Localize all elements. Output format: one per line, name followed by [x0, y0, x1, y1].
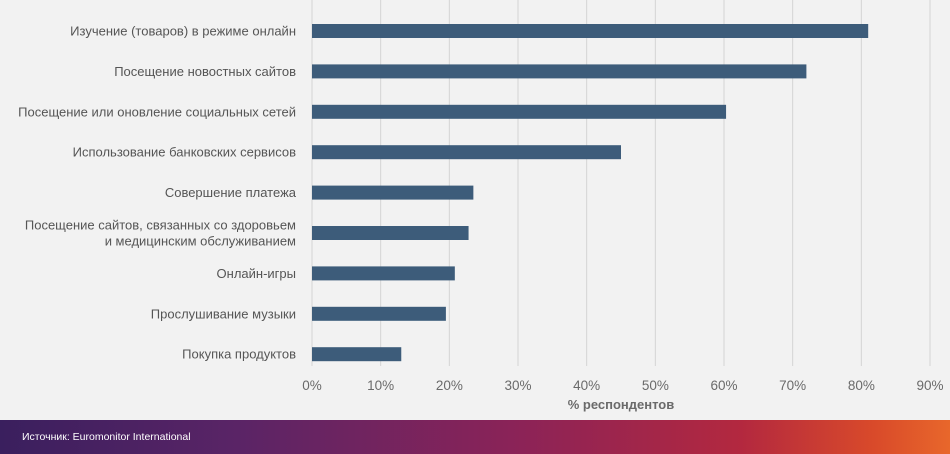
x-tick-label: 90%	[916, 378, 943, 393]
bar	[312, 266, 455, 281]
bar-chart: Изучение (товаров) в режиме онлайн Посеще…	[18, 0, 944, 412]
bar	[312, 185, 474, 200]
x-tick-label: 60%	[710, 378, 737, 393]
category-label: Посещение или оновление социальных сетей	[18, 104, 296, 119]
x-tick-label: 70%	[779, 378, 806, 393]
bar	[312, 24, 869, 38]
x-tick-label: 80%	[848, 378, 875, 393]
source-label: Источник: Euromonitor International	[22, 431, 191, 443]
category-label: Прослушивание музыки	[151, 306, 296, 321]
x-tick-label: 40%	[573, 378, 600, 393]
category-label: Онлайн-игры	[217, 266, 296, 281]
x-tick-label: 30%	[504, 378, 531, 393]
bar	[312, 145, 621, 160]
category-label: Совершение платежа	[165, 185, 297, 200]
category-label: Использование банковских сервисов	[73, 145, 296, 160]
category-label: Покупка продуктов	[182, 347, 296, 362]
bar	[312, 306, 446, 321]
bar	[312, 347, 402, 362]
x-tick-label: 0%	[302, 378, 322, 393]
x-tick-label: 50%	[642, 378, 669, 393]
bar	[312, 226, 469, 240]
x-axis-title: % респондентов	[568, 397, 675, 412]
category-label: Посещение сайтов, связанных со здоровьем…	[25, 218, 296, 249]
category-label: Посещение новостных сайтов	[114, 64, 296, 79]
x-tick-label: 20%	[436, 378, 463, 393]
bar	[312, 104, 727, 119]
category-label: Изучение (товаров) в режиме онлайн	[70, 24, 296, 39]
chart-area: Изучение (товаров) в режиме онлайн Посеще…	[18, 0, 944, 412]
bar	[312, 64, 807, 79]
footer-bar: Источник: Euromonitor International	[0, 420, 950, 454]
x-tick-label: 10%	[367, 378, 394, 393]
